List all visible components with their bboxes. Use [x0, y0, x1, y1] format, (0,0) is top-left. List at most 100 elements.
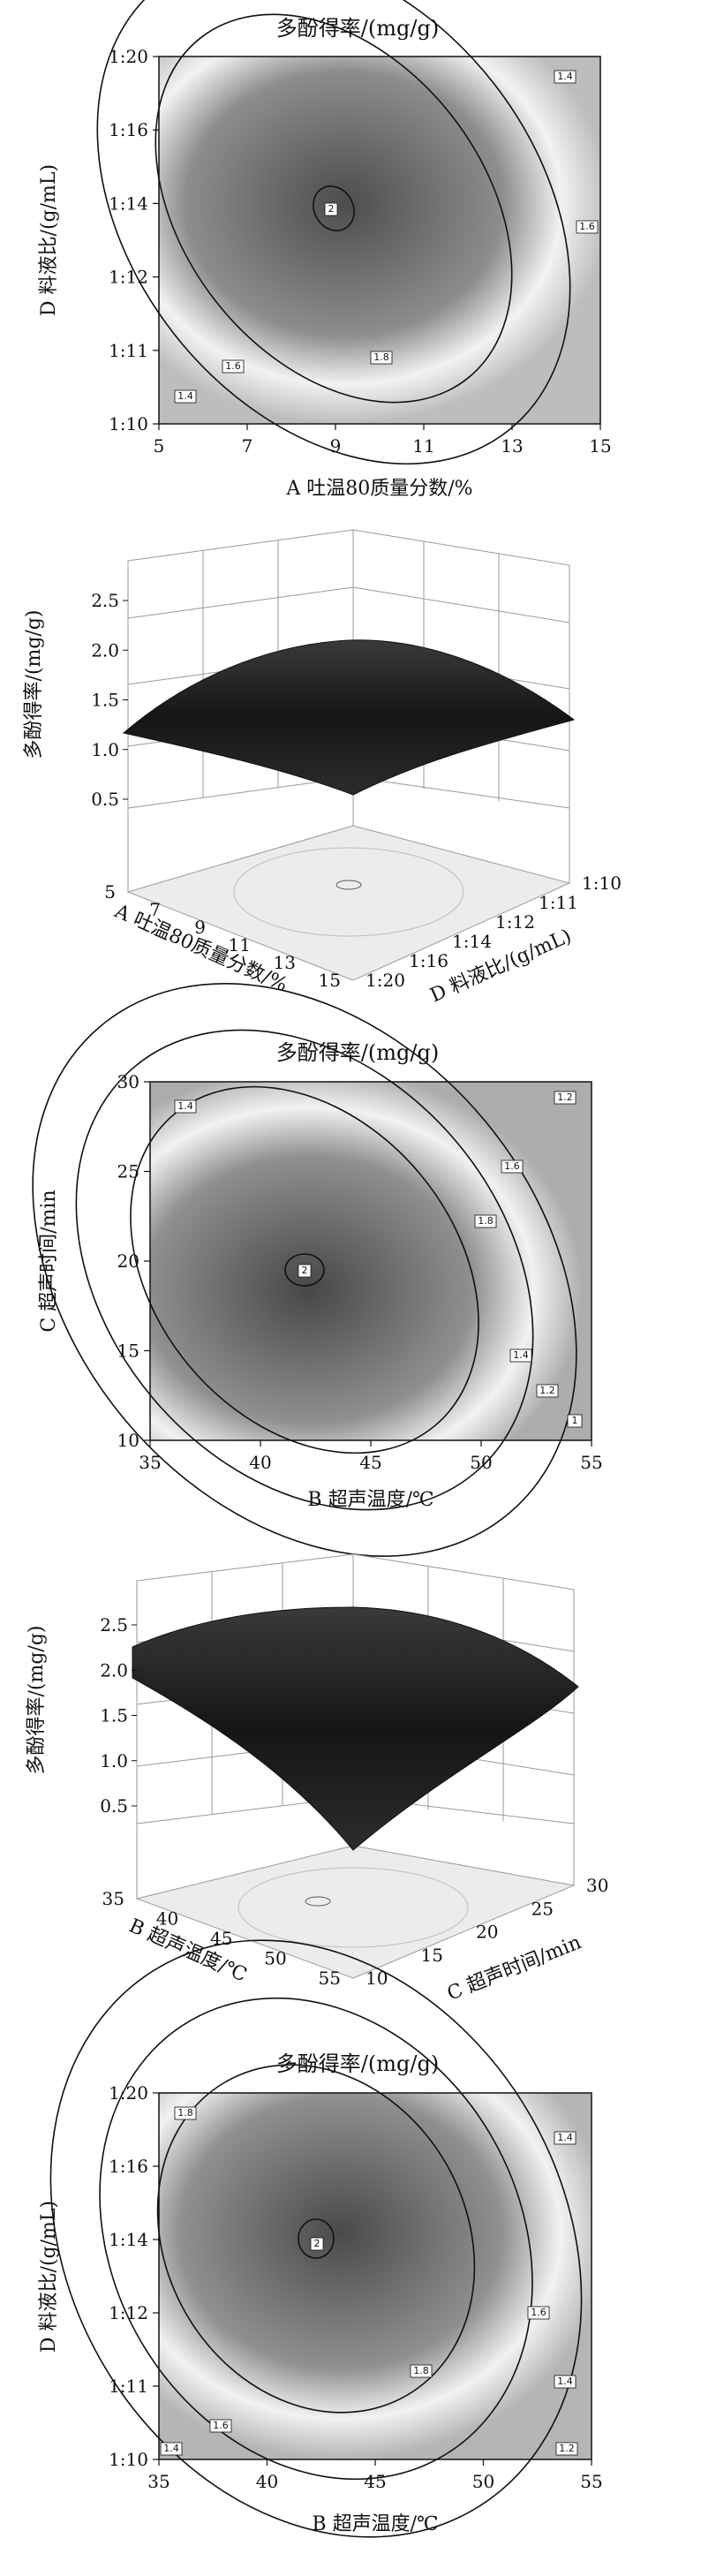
panel-5-contour: 多酚得率/(mg/g) 1.8 1.4 2 1.6 1.8 1.4 1.6 1.…: [38, 1939, 603, 2538]
tick-label: 20: [476, 1922, 498, 1943]
panel-1-contour: 多酚得率/(mg/g) 1.4 1.6 1.8 2 1.6 1.4 5 7 9 11 1…: [38, 0, 612, 500]
tick-label: 1:12: [495, 911, 535, 933]
tick-label: 13: [501, 435, 523, 457]
contour-label: 2: [314, 2238, 320, 2249]
contour-label: 1.4: [557, 2132, 573, 2143]
tick-label: 20: [117, 1250, 139, 1272]
tick-label: 1:16: [109, 2156, 148, 2177]
panel-3-contour-labels: 1.4 1.2 1.6 1.8 2 1.4 1.2 1: [174, 1091, 583, 1428]
panel-1-y-label: D 料液比/(g/mL): [38, 164, 60, 316]
panel-5-x-ticks: 35 40 45 50 55: [147, 2459, 603, 2492]
tick-label: 15: [589, 435, 611, 457]
tick-label: 55: [580, 2471, 602, 2492]
panel-4-z-label: 多酚得率/(mg/g): [26, 1625, 48, 1774]
tick-label: 55: [580, 1452, 602, 1473]
tick-label: 1:11: [109, 2376, 148, 2397]
tick-label: 13: [274, 952, 296, 973]
floor-contour: [237, 1867, 469, 1948]
tick-label: 10: [117, 1430, 139, 1451]
contour-label: 1.6: [531, 2307, 546, 2318]
contour-label: 1.2: [559, 2443, 575, 2454]
contour-line: [298, 2218, 335, 2259]
panel-2-z-ticks: 0.5 1.0 1.5 2.0 2.5: [91, 590, 128, 810]
tick-label: 1:14: [452, 931, 492, 952]
panel-1-contour-labels: 1.4 1.6 1.8 2 1.6 1.4: [174, 70, 599, 404]
contour-label: 1.8: [478, 1215, 494, 1227]
tick-label: 1:20: [109, 2082, 148, 2104]
contour-label: 1.2: [539, 1385, 555, 1396]
tick-label: 2.5: [100, 1614, 128, 1635]
tick-label: 1:20: [109, 46, 148, 67]
contour-label: 1.6: [579, 221, 595, 232]
tick-label: 1:10: [582, 873, 622, 894]
panel-3-y-label: C 超声时间/min: [38, 1190, 60, 1332]
contour-label: 1.6: [213, 2420, 229, 2431]
contour-line: [155, 13, 513, 404]
panel-2-y-ticks: 1:201:161:141:121:111:10: [366, 873, 622, 991]
contour-label: 1.8: [413, 2365, 429, 2376]
tick-label: 1.0: [100, 1750, 128, 1771]
panel-5-y-ticks: 1:10 1:11 1:12 1:14 1:16 1:20: [109, 2082, 159, 2470]
tick-label: 40: [156, 1908, 178, 1930]
tick-label: 1:11: [539, 892, 578, 913]
tick-label: 35: [147, 2471, 170, 2492]
tick-label: 9: [194, 917, 206, 938]
contour-label: 1.4: [557, 71, 573, 82]
contour-label: 1.4: [177, 1100, 193, 1112]
tick-label: 1.5: [100, 1705, 128, 1726]
panel-5-plot-area: [158, 2092, 592, 2460]
tick-label: 15: [117, 1341, 139, 1362]
tick-label: 35: [102, 1888, 124, 1909]
contour-line: [75, 1029, 534, 1511]
panel-5-x-label: B 超声温度/℃: [312, 2513, 438, 2535]
tick-label: 45: [364, 2471, 386, 2492]
tick-label: 1.0: [91, 739, 119, 760]
panel-3-x-label: B 超声温度/℃: [307, 1489, 433, 1511]
tick-label: 30: [117, 1071, 139, 1092]
panel-2-z-label: 多酚得率/(mg/g): [23, 609, 45, 759]
tick-label: 9: [330, 435, 342, 457]
panel-5-title: 多酚得率/(mg/g): [276, 2051, 439, 2076]
surface-mesh: [132, 1606, 579, 1851]
panel-5-contour-labels: 1.8 1.4 2 1.6 1.8 1.4 1.6 1.4 1.2: [160, 2106, 578, 2456]
contour-label: 1.6: [225, 360, 241, 372]
tick-label: 1:10: [109, 2449, 148, 2470]
tick-label: 50: [472, 2471, 494, 2492]
tick-label: 1.5: [91, 690, 119, 711]
panel-2-x-ticks: 5 7 9 11 13 15: [104, 881, 341, 991]
contour-line: [130, 1085, 479, 1454]
tick-label: 15: [421, 1945, 443, 1966]
contour-label: 1.2: [557, 1092, 573, 1103]
contour-label: 1.6: [504, 1160, 520, 1172]
contour-label: 1.8: [373, 351, 389, 363]
tick-label: 1:12: [109, 267, 148, 288]
contour-label: 1.4: [513, 1349, 529, 1361]
tick-label: 1:11: [109, 340, 148, 361]
contour-label: 2: [328, 203, 335, 215]
panel-4-y-ticks: 10 15 20 25 30: [366, 1875, 608, 1989]
floor-contour: [233, 847, 464, 937]
tick-label: 25: [117, 1161, 139, 1182]
panel-3-x-ticks: 35 40 45 50 55: [139, 1440, 603, 1473]
tick-label: 50: [264, 1948, 286, 1969]
panel-5-y-label: D 料液比/(g/mL): [38, 2201, 60, 2353]
tick-label: 7: [242, 435, 253, 457]
contour-label: 1: [572, 1415, 578, 1426]
tick-label: 15: [319, 970, 341, 991]
tick-label: 1:20: [366, 970, 405, 991]
panel-1-x-label: A 吐温80质量分数/%: [285, 478, 472, 500]
panel-1-contours: [96, 0, 571, 465]
tick-label: 1:14: [109, 193, 148, 214]
contour-line: [156, 2064, 476, 2414]
tick-label: 0.5: [100, 1795, 128, 1817]
tick-label: 40: [256, 2471, 278, 2492]
tick-label: 1:16: [109, 119, 148, 140]
contour-label: 2: [302, 1265, 308, 1276]
contour-label: 1.4: [177, 390, 193, 402]
tick-label: 30: [586, 1875, 608, 1896]
tick-label: 11: [412, 435, 434, 457]
tick-label: 11: [229, 934, 251, 956]
